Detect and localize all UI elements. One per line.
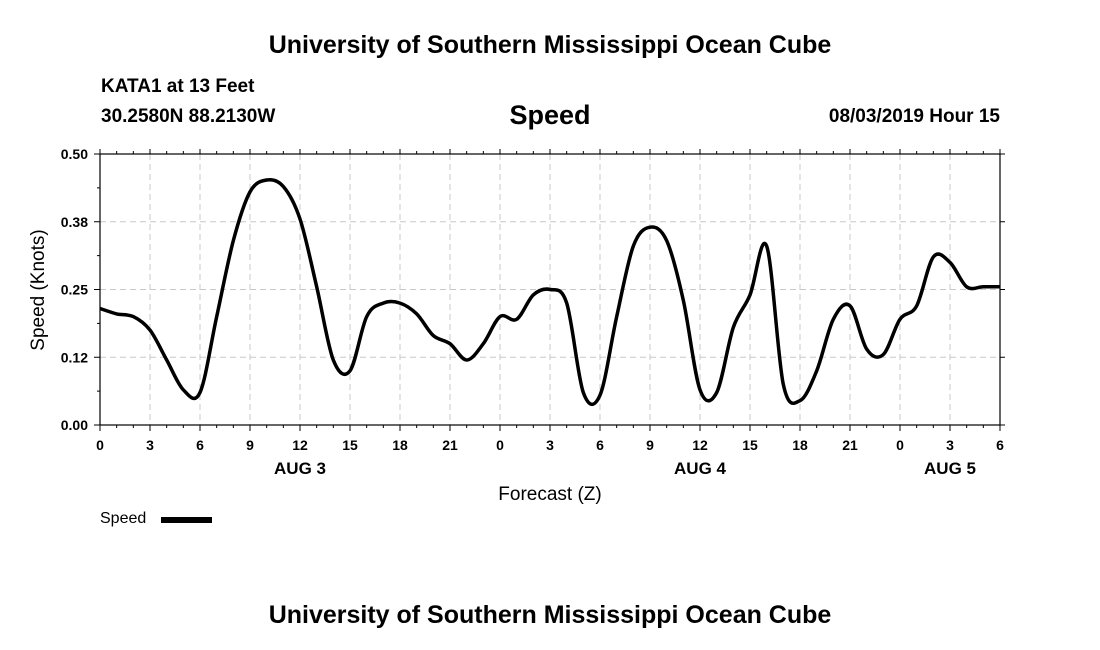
x-tick-label: 3	[146, 437, 154, 453]
footer-title: University of Southern Mississippi Ocean…	[268, 601, 832, 629]
coordinates-label: 30.2580N 88.2130W	[101, 106, 276, 127]
legend-swatch	[161, 517, 212, 523]
y-tick-label: 0.50	[61, 146, 88, 162]
page-title: University of Southern Mississippi Ocean…	[268, 31, 832, 59]
station-label: KATA1 at 13 Feet	[101, 76, 255, 97]
x-tick-label: 0	[896, 437, 904, 453]
x-axis-label: Forecast (Z)	[498, 484, 601, 505]
x-tick-label: 6	[196, 437, 204, 453]
date-label: AUG 4	[674, 459, 727, 478]
x-tick-label: 12	[692, 437, 708, 453]
x-tick-label: 6	[596, 437, 604, 453]
x-tick-label: 18	[392, 437, 408, 453]
y-tick-label: 0.00	[61, 417, 88, 433]
legend-label: Speed	[100, 510, 147, 527]
date-label: AUG 5	[924, 459, 976, 478]
timestamp-label: 08/03/2019 Hour 15	[828, 106, 1000, 127]
y-tick-label: 0.25	[61, 282, 88, 298]
y-axis-ticks: 0.00 0.12 0.25 0.38 0.50	[61, 146, 1005, 433]
date-labels: AUG 3 AUG 4 AUG 5	[274, 459, 976, 478]
y-tick-label: 0.38	[61, 214, 88, 230]
x-tick-label: 15	[342, 437, 358, 453]
x-tick-label: 6	[996, 437, 1004, 453]
x-tick-label: 15	[742, 437, 758, 453]
x-tick-label: 21	[842, 437, 858, 453]
x-tick-label: 3	[946, 437, 954, 453]
speed-series-line	[99, 177, 1000, 407]
x-tick-label: 0	[496, 437, 504, 453]
y-axis-label: Speed (Knots)	[28, 229, 49, 350]
y-tick-label: 0.12	[61, 349, 88, 365]
x-tick-label: 9	[246, 437, 254, 453]
x-tick-label: 18	[792, 437, 808, 453]
x-tick-label: 3	[546, 437, 554, 453]
x-tick-label: 9	[646, 437, 654, 453]
x-tick-label: 0	[96, 437, 104, 453]
x-tick-label: 12	[292, 437, 308, 453]
x-axis-ticks: 0 3 6 9 12 15 18 21 0 3 6 9 12 15 18 21 0 3 6	[96, 149, 1004, 453]
chart-title: Speed	[509, 100, 591, 130]
x-tick-label: 21	[442, 437, 458, 453]
date-label: AUG 3	[274, 459, 326, 478]
